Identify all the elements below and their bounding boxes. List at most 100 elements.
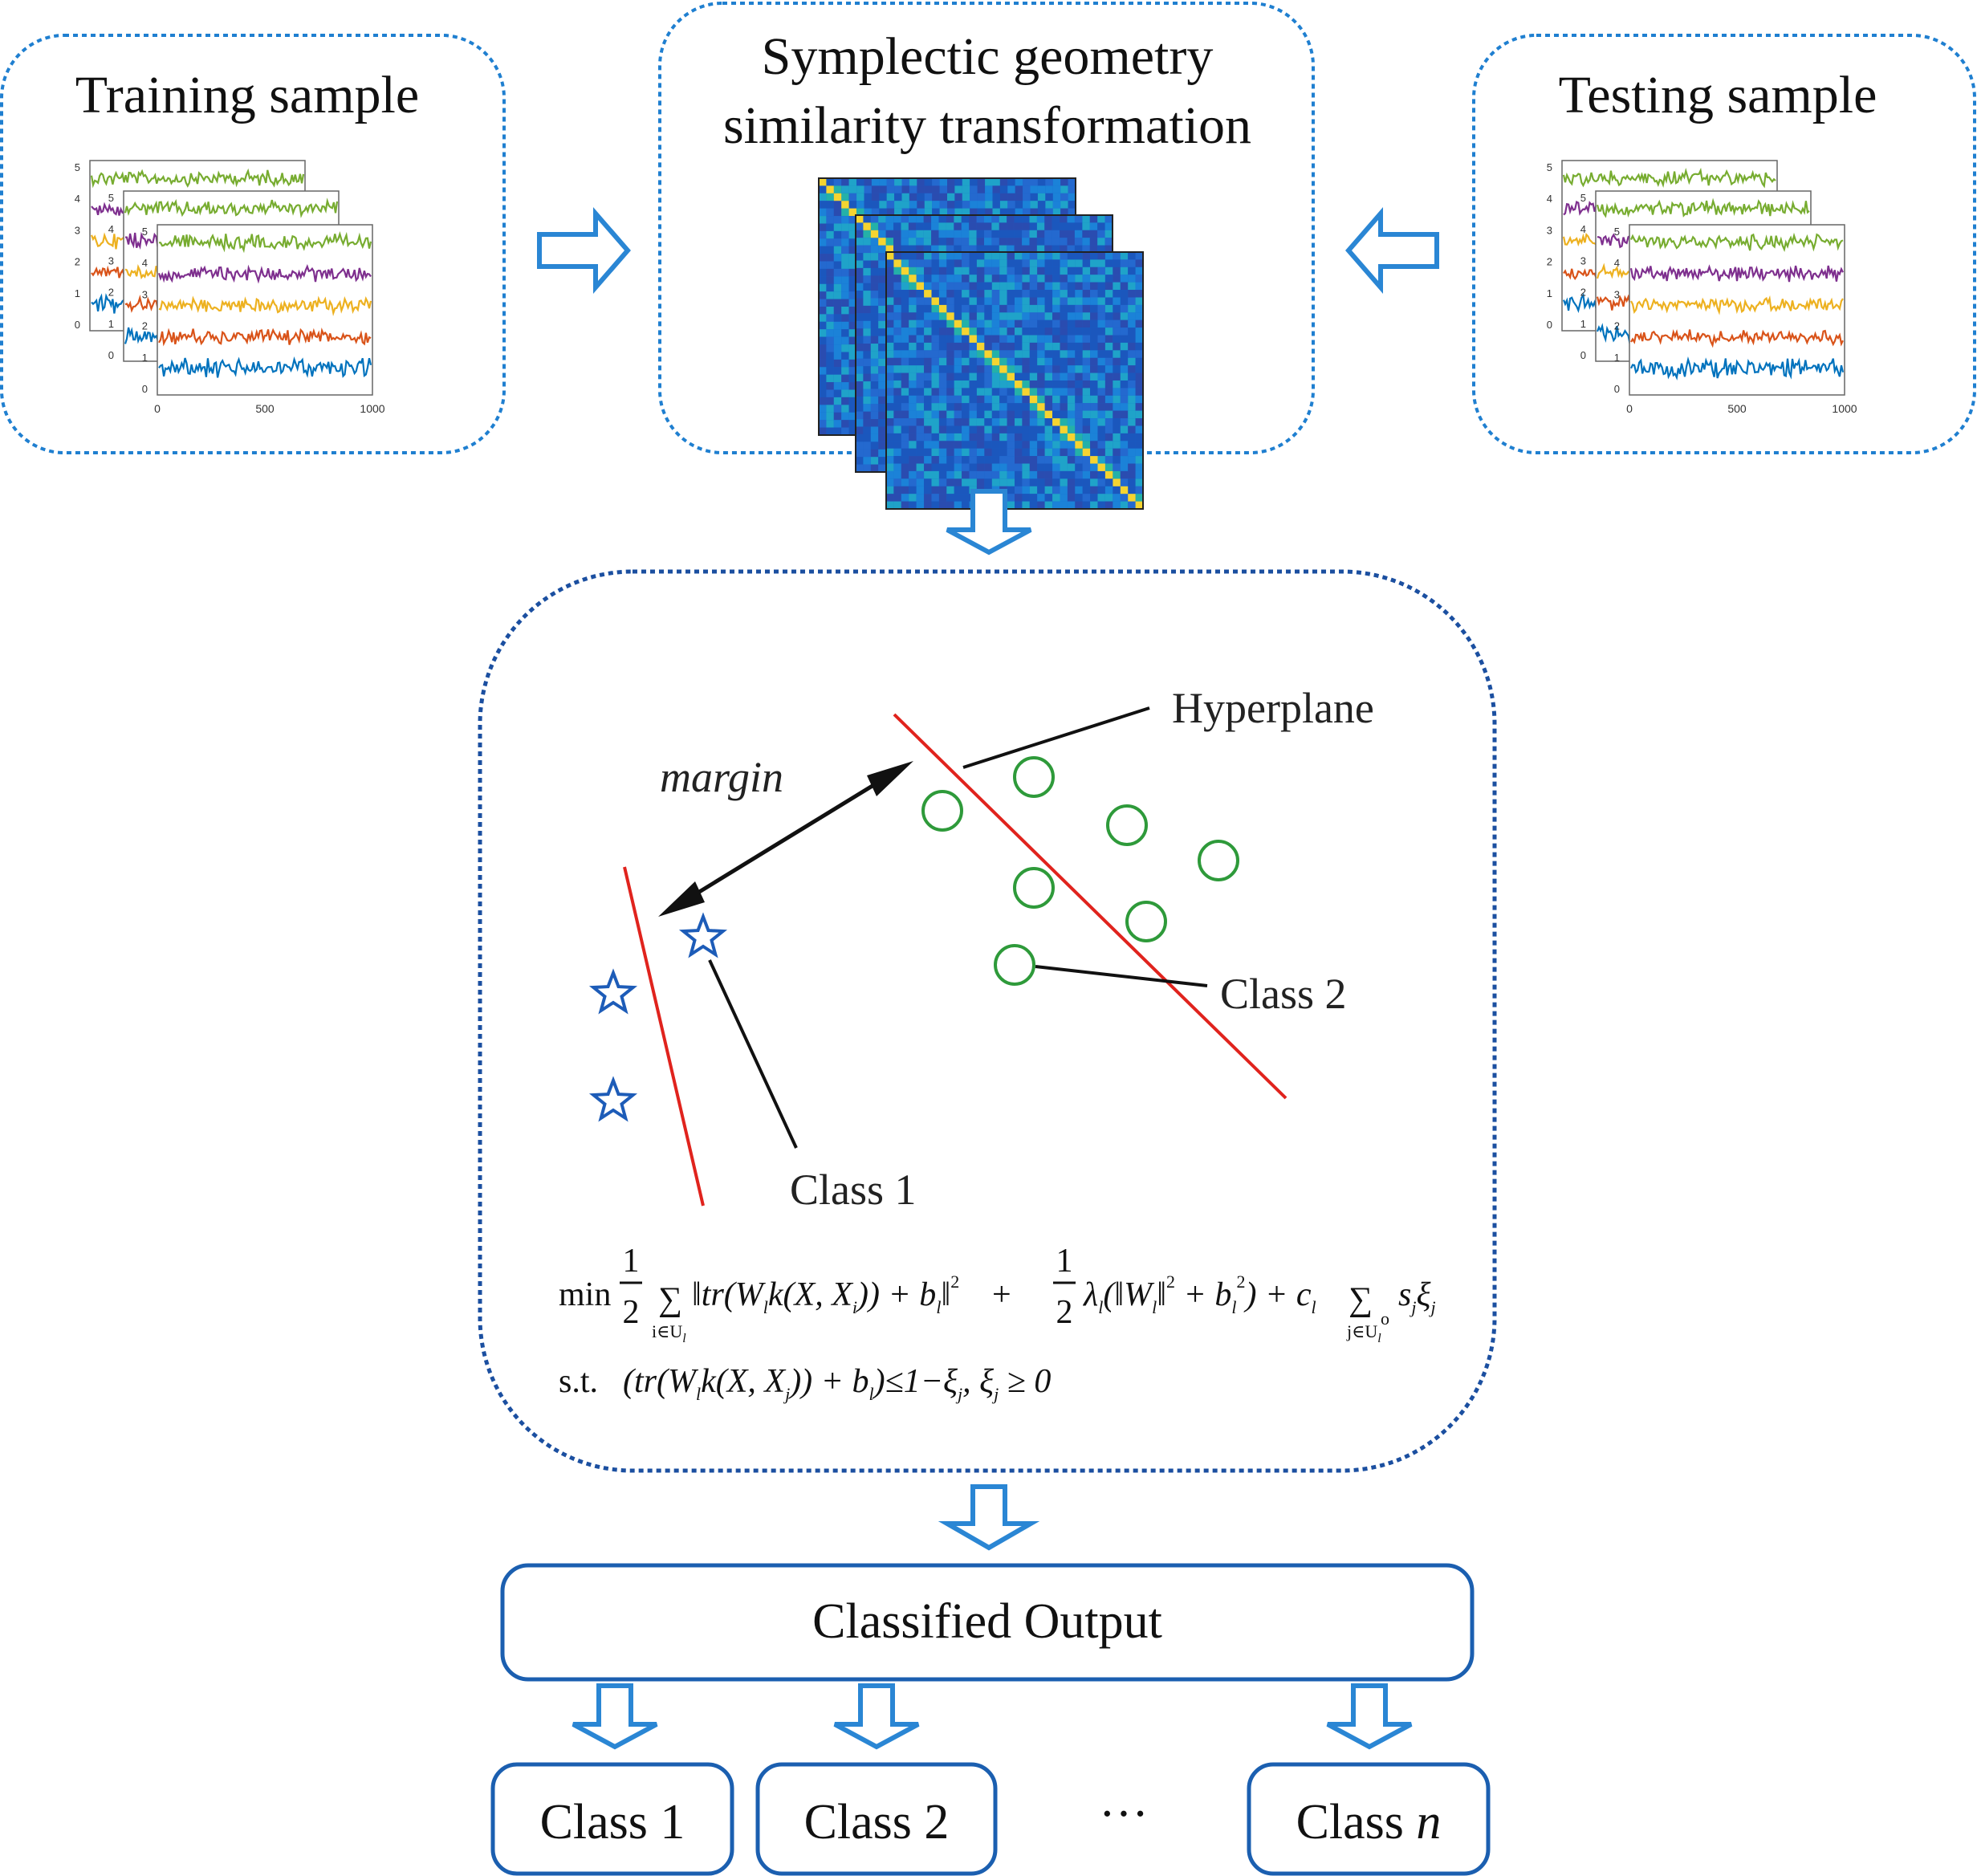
y-tick-label: 0 [1614, 383, 1620, 395]
arrow-down-icon [1326, 1683, 1413, 1750]
class1-star-icon [678, 912, 728, 958]
y-tick-label: 1 [142, 352, 148, 364]
x-tick-label: 1000 [360, 402, 384, 415]
y-tick-label: 3 [108, 254, 114, 267]
y-tick-label: 2 [108, 287, 114, 299]
eq-half2-num: 1 [1056, 1243, 1073, 1280]
class1-label: Class 1 [790, 1166, 917, 1214]
hyperplane-label: Hyperplane [1172, 684, 1374, 732]
y-tick-label: 3 [1614, 288, 1620, 300]
class2-point [1013, 756, 1055, 798]
signal-trace [1630, 329, 1844, 348]
y-tick-label: 1 [1580, 318, 1586, 330]
y-tick-label: 3 [1547, 224, 1552, 236]
symplectic-box [658, 2, 1315, 454]
signal-trace [158, 231, 372, 254]
y-tick-label: 3 [1580, 254, 1586, 267]
y-tick-label: 1 [1614, 352, 1620, 364]
y-tick-label: 5 [108, 192, 114, 204]
arrow-down-icon [833, 1683, 920, 1750]
y-tick-label: 2 [1547, 256, 1552, 268]
class-1-label: Class 1 [540, 1795, 685, 1850]
eq-plus: + [992, 1276, 1011, 1313]
arrow-down-icon [946, 489, 1032, 555]
eq-half-num: 1 [623, 1243, 640, 1280]
class2-point [994, 944, 1035, 986]
signal-trace [158, 356, 372, 378]
signal-trace [158, 295, 372, 316]
eq-sum2-sub: j∈Ul [1346, 1321, 1381, 1345]
y-tick-label: 2 [142, 320, 148, 332]
eq-sum2-sup: o [1381, 1308, 1389, 1329]
y-tick-label: 4 [1614, 257, 1620, 269]
y-tick-label: 4 [142, 257, 148, 269]
svm-box [478, 569, 1497, 1473]
eq-st: s.t. [559, 1363, 598, 1400]
y-tick-label: 3 [142, 288, 148, 300]
y-tick-label: 5 [1580, 192, 1586, 204]
y-tick-label: 0 [108, 349, 114, 361]
arrowhead-icon [867, 761, 913, 796]
signal-trace [158, 328, 372, 347]
signal-trace [90, 168, 305, 189]
symplectic-title-line2: similarity transformation [723, 96, 1251, 155]
testing-sample-title: Testing sample [1559, 66, 1877, 124]
eq-sum2: ∑ [1349, 1281, 1373, 1318]
training-sample-title: Training sample [75, 66, 419, 124]
arrow-down-icon [938, 1484, 1040, 1551]
y-tick-label: 2 [1614, 320, 1620, 332]
svm-panel: Hyperplane margin Class 2 Class 1 min [478, 569, 1497, 1473]
y-tick-label: 0 [1547, 319, 1552, 331]
y-tick-label: 4 [1547, 193, 1552, 205]
class2-point [1125, 901, 1167, 942]
classified-output-box [500, 1563, 1475, 1682]
class2-pointer [1035, 965, 1208, 987]
similarity-matrix [885, 251, 1144, 510]
class-boxes: Class 1 Class 2 ··· Class n [490, 1762, 1491, 1876]
class-2-label: Class 2 [804, 1795, 950, 1850]
hyperplane-line [893, 713, 1287, 1100]
similarity-matrix-stack [818, 177, 1144, 510]
class1-star-icon [588, 968, 638, 1015]
eq-sum: ∑ [658, 1281, 682, 1318]
signal-trace [1630, 295, 1844, 315]
symplectic-title-line1: Symplectic geometry [762, 27, 1214, 86]
y-tick-label: 4 [75, 193, 80, 205]
testing-sample-box [1472, 34, 1976, 454]
arrow-down-icon [572, 1683, 658, 1750]
constraint-equation: s.t. (tr(Wlk(X, Xj)) + bl)≤1−ξj, ξj ≥ 0 [559, 1363, 1051, 1404]
x-tick-label: 500 [255, 402, 275, 415]
signal-trace [1630, 356, 1845, 380]
class-n-label: Class n [1296, 1795, 1442, 1850]
eq-min: min [559, 1276, 611, 1313]
y-tick-label: 3 [75, 224, 80, 236]
hyperplane-line [623, 866, 705, 1207]
margin-label: margin [660, 753, 783, 801]
signal-trace [1629, 264, 1844, 283]
signal-trace [1596, 197, 1810, 218]
class2-point [1198, 840, 1239, 881]
y-tick-label: 5 [142, 226, 148, 238]
objective-equation: min 1 2 ∑ i∈Ul ‖tr(Wlk(X, Xi)) + bl‖2 + … [559, 1243, 1436, 1345]
y-tick-label: 0 [142, 383, 148, 395]
eq-constraint: (tr(Wlk(X, Xj)) + bl)≤1−ξj, ξj ≥ 0 [623, 1363, 1051, 1404]
class1-pointer [708, 959, 798, 1149]
class-1-box [490, 1762, 734, 1876]
y-tick-label: 5 [1547, 161, 1552, 173]
signal-trace [1629, 232, 1844, 253]
y-tick-label: 4 [1580, 223, 1586, 235]
eq-half2-den: 2 [1056, 1294, 1073, 1331]
y-tick-label: 0 [1580, 349, 1586, 361]
class-n-box [1247, 1762, 1491, 1876]
classified-output-panel: Classified Output [500, 1563, 1475, 1682]
class2-point [921, 790, 963, 832]
eq-sum-sub: i∈Ul [652, 1321, 686, 1345]
x-tick-label: 1000 [1832, 402, 1857, 415]
y-tick-label: 5 [1614, 226, 1620, 238]
symplectic-panel: Symplectic geometry similarity transform… [658, 2, 1315, 510]
class-2-box [755, 1762, 998, 1876]
arrow-right-icon [537, 206, 631, 295]
